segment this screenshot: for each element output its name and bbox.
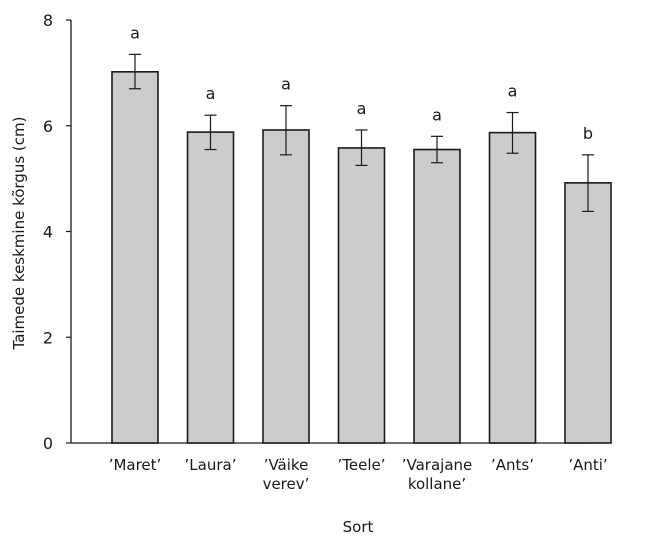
bar <box>262 129 310 444</box>
significance-letter: a <box>508 82 518 101</box>
x-tick-label: kollane’ <box>408 475 466 493</box>
x-tick-label: ’Varajane <box>402 456 473 474</box>
x-tick-label: ’Teele’ <box>337 456 385 474</box>
x-tick-label: ’Väike <box>264 456 309 474</box>
bar <box>413 148 461 444</box>
x-tick-label: ’Anti’ <box>568 456 607 474</box>
significance-letter: b <box>583 124 593 143</box>
significance-letter: a <box>206 84 216 103</box>
bar <box>111 71 159 444</box>
y-tick-label: 6 <box>43 117 53 136</box>
error-bars <box>129 53 594 213</box>
x-tick-label: ’Ants’ <box>491 456 534 474</box>
bar <box>186 131 235 444</box>
significance-letter: a <box>357 99 367 118</box>
y-tick-label: 4 <box>43 223 53 242</box>
x-tick-label: ’Laura’ <box>185 456 237 474</box>
y-tick-label: 0 <box>43 434 53 453</box>
y-tick-label: 2 <box>43 328 53 347</box>
significance-letter: a <box>432 105 442 124</box>
bar <box>337 147 386 444</box>
significance-letters: a a a a a a b <box>130 23 593 142</box>
x-tick-label: verev’ <box>263 475 310 493</box>
x-axis-label: Sort <box>343 518 374 536</box>
bar <box>564 182 612 444</box>
bars <box>111 71 612 444</box>
significance-letter: a <box>281 75 291 94</box>
y-axis-label: Taimede keskmine kõrgus (cm) <box>10 117 28 351</box>
x-tick-label: ’Maret’ <box>109 456 162 474</box>
y-tick-label: 8 <box>43 11 53 30</box>
significance-letter: a <box>130 23 140 42</box>
bar <box>488 131 537 444</box>
